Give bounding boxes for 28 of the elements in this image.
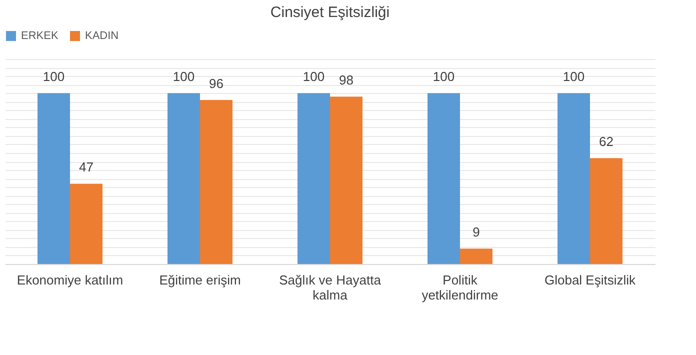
x-tick-label: Eğitime erişim xyxy=(159,272,241,288)
data-label: 9 xyxy=(472,224,480,240)
x-tick-label: Global Eşitsizlik xyxy=(544,272,636,288)
bar xyxy=(200,100,232,264)
chart-title: Cinsiyet Eşitsizliği xyxy=(270,4,390,21)
bar xyxy=(168,93,200,264)
data-label: 100 xyxy=(302,69,325,84)
bar xyxy=(298,93,330,264)
x-tick-label: Politik yetkilendirme xyxy=(422,272,498,302)
data-label: 100 xyxy=(172,69,195,84)
data-label: 100 xyxy=(432,69,455,84)
bar xyxy=(70,184,102,264)
bar xyxy=(460,248,492,264)
x-tick-label: Sağlık ve Hayatta kalma xyxy=(279,272,382,302)
x-tick-label: Ekonomiye katılım xyxy=(16,272,124,288)
data-label: 62 xyxy=(599,134,614,150)
legend-label: KADIN xyxy=(85,30,119,42)
data-label: 100 xyxy=(42,69,65,84)
data-label: 47 xyxy=(79,160,94,175)
bar xyxy=(38,93,70,264)
bar xyxy=(590,158,622,264)
bar xyxy=(558,93,590,264)
data-label: 96 xyxy=(209,76,224,91)
data-label: 98 xyxy=(339,72,354,88)
bar xyxy=(330,96,362,264)
data-label: 100 xyxy=(562,69,585,84)
legend-label: ERKEK xyxy=(21,30,59,42)
bar xyxy=(428,93,460,264)
